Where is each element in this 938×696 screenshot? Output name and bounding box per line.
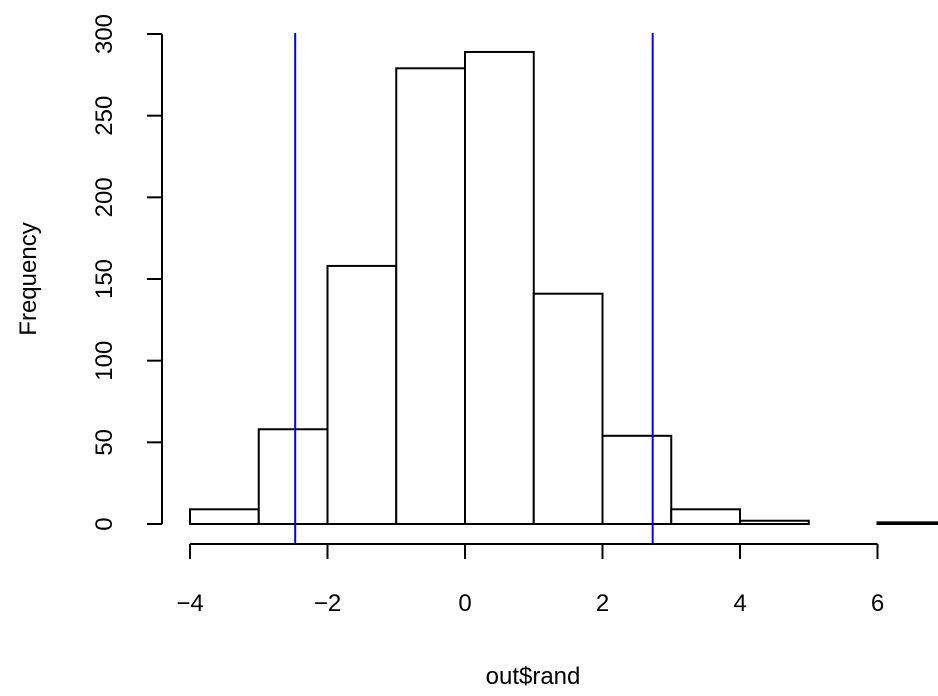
y-axis: 0 50 100 150 200 250 300 bbox=[91, 14, 163, 531]
histogram-bar bbox=[601, 434, 673, 525]
x-tick-label: 6 bbox=[871, 590, 884, 617]
bars-layer bbox=[189, 50, 938, 526]
histogram-bar bbox=[326, 264, 398, 525]
x-tick-label: 2 bbox=[596, 590, 609, 617]
y-tick-label: 50 bbox=[91, 429, 118, 456]
y-tick-label: 200 bbox=[91, 177, 118, 217]
x-tick-label: 4 bbox=[733, 590, 746, 617]
histogram-bar bbox=[257, 428, 329, 525]
y-tick-label: 250 bbox=[91, 96, 118, 136]
x-axis: −4 −2 0 2 4 6 bbox=[176, 543, 884, 617]
histogram-bar bbox=[532, 292, 604, 526]
histogram-bar bbox=[739, 519, 810, 526]
x-axis-label: out$rand bbox=[486, 663, 581, 690]
reference-lines-layer bbox=[294, 33, 654, 544]
x-tick-label: −4 bbox=[176, 590, 203, 617]
y-tick-label: 150 bbox=[91, 259, 118, 299]
histogram-bar bbox=[395, 67, 466, 526]
histogram-bar bbox=[876, 521, 938, 525]
y-tick-label: 100 bbox=[91, 341, 118, 381]
y-axis-label: Frequency bbox=[15, 222, 42, 335]
histogram-bar bbox=[464, 50, 535, 525]
x-tick-label: −2 bbox=[314, 590, 341, 617]
x-tick-label: 0 bbox=[458, 590, 471, 617]
histogram-bar bbox=[670, 508, 741, 525]
y-tick-label: 300 bbox=[91, 14, 118, 54]
histogram-bar bbox=[189, 508, 260, 525]
y-tick-label: 0 bbox=[91, 517, 118, 530]
